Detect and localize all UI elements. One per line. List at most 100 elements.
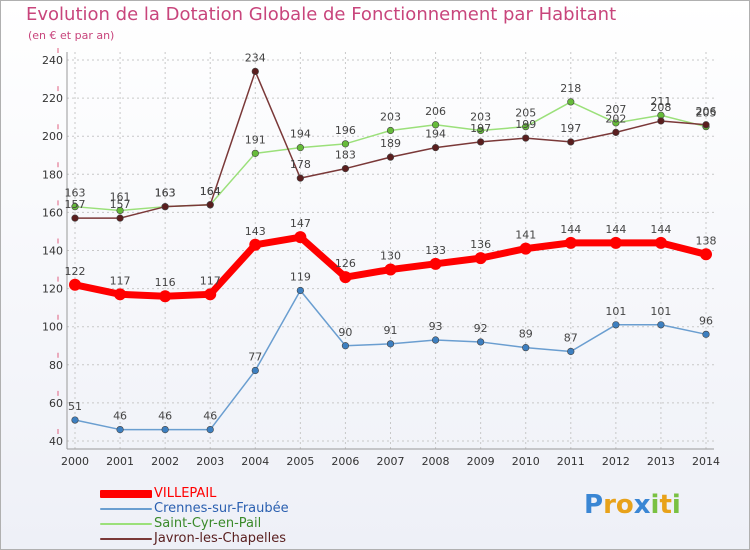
point-javron-les-chapelles-2005 (296, 174, 304, 182)
data-label-javron-les-chapelles-2009: 197 (470, 122, 491, 135)
data-label-javron-les-chapelles-2008: 194 (425, 128, 446, 141)
data-label-villepail-2008: 133 (425, 244, 446, 257)
y-tick-label-220: 220 (42, 92, 63, 105)
point-villepail-2007 (384, 263, 397, 276)
legend-swatch-javron (100, 538, 152, 540)
point-crennes-sur-fraub-e-2010 (522, 344, 530, 352)
data-label-villepail-2004: 143 (245, 225, 266, 238)
x-tick-label-2010: 2010 (512, 455, 540, 468)
point-saint-cyr-en-pail-2006 (341, 140, 350, 148)
y-tick-label-60: 60 (49, 397, 63, 410)
point-villepail-2008 (429, 257, 442, 270)
data-label-crennes-sur-fraub-e-2014: 96 (699, 314, 713, 327)
point-javron-les-chapelles-2003 (206, 201, 214, 209)
point-villepail-2000 (69, 278, 81, 291)
data-label-javron-les-chapelles-2007: 189 (380, 137, 401, 150)
point-saint-cyr-en-pail-2004 (251, 149, 259, 157)
point-villepail-2009 (474, 252, 487, 265)
point-crennes-sur-fraub-e-2002 (161, 425, 169, 434)
point-villepail-2010 (519, 242, 532, 255)
data-label-villepail-2006: 126 (335, 257, 356, 270)
proxiti-logo: Proxiti (584, 490, 681, 520)
data-label-saint-cyr-en-pail-2011: 218 (560, 82, 581, 95)
point-javron-les-chapelles-2007 (386, 153, 395, 161)
point-javron-les-chapelles-2014 (702, 121, 710, 129)
point-crennes-sur-fraub-e-2000 (71, 416, 79, 424)
data-label-javron-les-chapelles-2001: 157 (110, 198, 131, 211)
data-label-crennes-sur-fraub-e-2005: 119 (290, 271, 311, 284)
data-label-saint-cyr-en-pail-2009: 203 (470, 110, 491, 123)
point-villepail-2013 (654, 236, 667, 249)
data-label-villepail-2003: 117 (200, 274, 221, 287)
point-saint-cyr-en-pail-2008 (431, 121, 440, 129)
data-label-javron-les-chapelles-2012: 202 (605, 112, 626, 125)
x-tick-label-2009: 2009 (467, 455, 495, 468)
point-javron-les-chapelles-2008 (431, 144, 440, 152)
x-tick-label-2012: 2012 (602, 455, 630, 468)
point-javron-les-chapelles-2001 (116, 214, 124, 222)
data-label-saint-cyr-en-pail-2014: 205 (696, 107, 717, 120)
point-villepail-2012 (609, 236, 622, 249)
chart-subtitle: (en € et par an) (28, 29, 115, 42)
data-label-javron-les-chapelles-2004: 234 (245, 51, 266, 64)
point-villepail-2003 (204, 288, 217, 301)
point-crennes-sur-fraub-e-2014 (702, 330, 710, 338)
x-tick-label-2000: 2000 (61, 455, 89, 468)
logo-letter: P (584, 490, 604, 520)
data-label-villepail-2013: 144 (650, 223, 671, 236)
point-crennes-sur-fraub-e-2012 (612, 321, 620, 329)
data-label-crennes-sur-fraub-e-2008: 93 (429, 320, 443, 333)
x-tick-label-2008: 2008 (422, 455, 450, 468)
data-label-crennes-sur-fraub-e-2001: 46 (113, 410, 127, 423)
point-villepail-2005 (294, 231, 307, 244)
x-tick-label-2014: 2014 (692, 455, 720, 468)
x-tick-label-2011: 2011 (557, 455, 585, 468)
point-villepail-2011 (564, 236, 577, 249)
point-javron-les-chapelles-2006 (341, 164, 350, 173)
y-tick-label-200: 200 (42, 130, 63, 143)
data-label-javron-les-chapelles-2003: 164 (200, 185, 221, 198)
data-label-saint-cyr-en-pail-2000: 163 (65, 187, 86, 200)
x-tick-label-2003: 2003 (196, 455, 224, 468)
point-javron-les-chapelles-2013 (657, 117, 665, 125)
x-tick-label-2006: 2006 (331, 455, 359, 468)
x-tick-label-2001: 2001 (106, 455, 134, 468)
data-label-crennes-sur-fraub-e-2000: 51 (68, 400, 82, 413)
point-villepail-2002 (159, 290, 172, 303)
data-label-villepail-2005: 147 (290, 217, 311, 230)
data-label-crennes-sur-fraub-e-2012: 101 (605, 305, 626, 318)
data-label-saint-cyr-en-pail-2002: 163 (155, 187, 176, 200)
data-label-crennes-sur-fraub-e-2004: 77 (248, 351, 262, 364)
data-label-saint-cyr-en-pail-2001: 161 (110, 190, 131, 203)
point-javron-les-chapelles-2012 (612, 128, 620, 136)
point-crennes-sur-fraub-e-2001 (116, 425, 124, 434)
data-label-crennes-sur-fraub-e-2011: 87 (564, 331, 578, 344)
point-javron-les-chapelles-2004 (251, 67, 259, 76)
point-saint-cyr-en-pail-2010 (522, 123, 530, 131)
y-tick-label-180: 180 (42, 168, 63, 181)
logo-letter: t (659, 490, 672, 520)
data-label-saint-cyr-en-pail-2005: 194 (290, 128, 311, 141)
point-saint-cyr-en-pail-2012 (612, 119, 620, 127)
point-crennes-sur-fraub-e-2009 (477, 338, 485, 346)
x-tick-label-2004: 2004 (241, 455, 269, 468)
point-javron-les-chapelles-2009 (477, 138, 485, 146)
y-tick-label-100: 100 (42, 321, 63, 334)
point-javron-les-chapelles-2000 (71, 214, 79, 222)
logo-letter: i (650, 490, 660, 520)
point-crennes-sur-fraub-e-2013 (657, 321, 665, 329)
y-tick-label-80: 80 (49, 359, 63, 372)
data-label-saint-cyr-en-pail-2012: 207 (605, 103, 626, 116)
y-tick-label-140: 140 (42, 245, 63, 258)
point-crennes-sur-fraub-e-2011 (567, 347, 575, 356)
point-crennes-sur-fraub-e-2005 (296, 286, 304, 295)
data-label-crennes-sur-fraub-e-2013: 101 (650, 305, 671, 318)
point-villepail-2006 (339, 271, 352, 284)
point-crennes-sur-fraub-e-2003 (206, 425, 214, 434)
data-label-javron-les-chapelles-2013: 208 (650, 101, 671, 114)
x-tick-label-2007: 2007 (377, 455, 405, 468)
data-label-crennes-sur-fraub-e-2003: 46 (203, 410, 217, 423)
chart-title: Evolution de la Dotation Globale de Fonc… (26, 4, 617, 25)
x-tick-label-2005: 2005 (286, 455, 314, 468)
logo-letter: i (671, 490, 681, 520)
